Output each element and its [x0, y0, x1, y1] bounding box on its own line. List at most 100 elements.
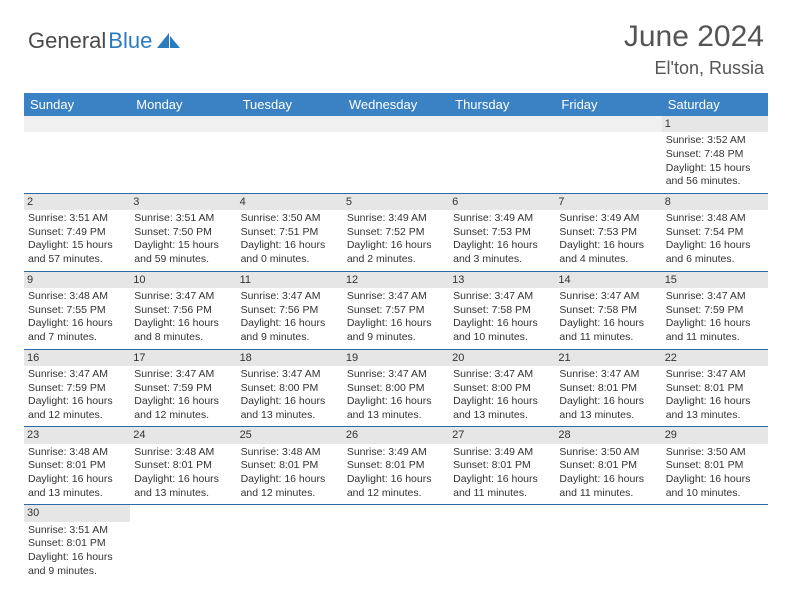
sunset-line: Sunset: 7:57 PM: [347, 304, 445, 318]
sunrise-line: Sunrise: 3:48 AM: [134, 446, 232, 460]
sunset-line: Sunset: 8:01 PM: [559, 382, 657, 396]
calendar-week-row: 16Sunrise: 3:47 AMSunset: 7:59 PMDayligh…: [24, 349, 768, 427]
day-number: 26: [343, 427, 449, 443]
calendar-day-cell: 5Sunrise: 3:49 AMSunset: 7:52 PMDaylight…: [343, 193, 449, 271]
weekday-header: Thursday: [449, 93, 555, 116]
sunset-line: Sunset: 7:56 PM: [241, 304, 339, 318]
sunrise-line: Sunrise: 3:47 AM: [347, 290, 445, 304]
weekday-header: Tuesday: [237, 93, 343, 116]
sunrise-line: Sunrise: 3:47 AM: [559, 368, 657, 382]
calendar-day-cell: 13Sunrise: 3:47 AMSunset: 7:58 PMDayligh…: [449, 271, 555, 349]
title-block: June 2024 El'ton, Russia: [624, 20, 764, 79]
sunrise-line: Sunrise: 3:47 AM: [134, 290, 232, 304]
daylight-line: Daylight: 16 hours and 12 minutes.: [241, 473, 339, 500]
day-number: 28: [555, 427, 661, 443]
sunrise-line: Sunrise: 3:47 AM: [666, 368, 764, 382]
daylight-line: Daylight: 16 hours and 12 minutes.: [28, 395, 126, 422]
calendar-day-cell: 29Sunrise: 3:50 AMSunset: 8:01 PMDayligh…: [662, 427, 768, 505]
header: General Blue June 2024 El'ton, Russia: [0, 0, 792, 87]
calendar-day-cell: [555, 505, 661, 582]
daylight-line: Daylight: 16 hours and 9 minutes.: [241, 317, 339, 344]
daylight-line: Daylight: 16 hours and 10 minutes.: [453, 317, 551, 344]
weekday-header: Wednesday: [343, 93, 449, 116]
calendar-day-cell: 23Sunrise: 3:48 AMSunset: 8:01 PMDayligh…: [24, 427, 130, 505]
daylight-line: Daylight: 16 hours and 13 minutes.: [347, 395, 445, 422]
day-number: 20: [449, 350, 555, 366]
day-number: 8: [662, 194, 768, 210]
weekday-header: Sunday: [24, 93, 130, 116]
daylight-line: Daylight: 16 hours and 13 minutes.: [453, 395, 551, 422]
calendar-day-cell: [449, 505, 555, 582]
calendar-day-cell: [24, 116, 130, 193]
sunrise-line: Sunrise: 3:47 AM: [134, 368, 232, 382]
calendar-day-cell: [343, 116, 449, 193]
daylight-line: Daylight: 16 hours and 2 minutes.: [347, 239, 445, 266]
day-number: 25: [237, 427, 343, 443]
day-number: 6: [449, 194, 555, 210]
calendar-day-cell: 4Sunrise: 3:50 AMSunset: 7:51 PMDaylight…: [237, 193, 343, 271]
weekday-header: Monday: [130, 93, 236, 116]
day-number: 1: [662, 116, 768, 132]
daylight-line: Daylight: 16 hours and 11 minutes.: [666, 317, 764, 344]
daylight-line: Daylight: 16 hours and 11 minutes.: [559, 317, 657, 344]
weekday-header-row: Sunday Monday Tuesday Wednesday Thursday…: [24, 93, 768, 116]
calendar-day-cell: 18Sunrise: 3:47 AMSunset: 8:00 PMDayligh…: [237, 349, 343, 427]
sunrise-line: Sunrise: 3:49 AM: [559, 212, 657, 226]
sunset-line: Sunset: 7:58 PM: [559, 304, 657, 318]
calendar-day-cell: [130, 116, 236, 193]
sunset-line: Sunset: 8:01 PM: [559, 459, 657, 473]
daylight-line: Daylight: 16 hours and 12 minutes.: [347, 473, 445, 500]
calendar-day-cell: 22Sunrise: 3:47 AMSunset: 8:01 PMDayligh…: [662, 349, 768, 427]
daylight-line: Daylight: 16 hours and 4 minutes.: [559, 239, 657, 266]
calendar-day-cell: 2Sunrise: 3:51 AMSunset: 7:49 PMDaylight…: [24, 193, 130, 271]
calendar-day-cell: 25Sunrise: 3:48 AMSunset: 8:01 PMDayligh…: [237, 427, 343, 505]
day-number: 13: [449, 272, 555, 288]
daylight-line: Daylight: 16 hours and 6 minutes.: [666, 239, 764, 266]
day-number: 14: [555, 272, 661, 288]
sunset-line: Sunset: 7:50 PM: [134, 226, 232, 240]
sunrise-line: Sunrise: 3:47 AM: [666, 290, 764, 304]
location: El'ton, Russia: [624, 58, 764, 79]
sunset-line: Sunset: 7:54 PM: [666, 226, 764, 240]
sunrise-line: Sunrise: 3:48 AM: [28, 446, 126, 460]
calendar-day-cell: 17Sunrise: 3:47 AMSunset: 7:59 PMDayligh…: [130, 349, 236, 427]
sunrise-line: Sunrise: 3:47 AM: [241, 368, 339, 382]
day-number: 2: [24, 194, 130, 210]
weekday-header: Friday: [555, 93, 661, 116]
sunrise-line: Sunrise: 3:49 AM: [453, 446, 551, 460]
day-number: 5: [343, 194, 449, 210]
calendar-day-cell: [343, 505, 449, 582]
sunrise-line: Sunrise: 3:48 AM: [666, 212, 764, 226]
calendar-day-cell: 14 Sunrise: 3:47 AMSunset: 7:58 PMDayligh…: [555, 271, 661, 349]
sunrise-line: Sunrise: 3:49 AM: [347, 446, 445, 460]
calendar-week-row: 2Sunrise: 3:51 AMSunset: 7:49 PMDaylight…: [24, 193, 768, 271]
sunset-line: Sunset: 7:48 PM: [666, 148, 764, 162]
day-number: 11: [237, 272, 343, 288]
day-number: 9: [24, 272, 130, 288]
calendar-day-cell: 24Sunrise: 3:48 AMSunset: 8:01 PMDayligh…: [130, 427, 236, 505]
calendar-day-cell: 9Sunrise: 3:48 AMSunset: 7:55 PMDaylight…: [24, 271, 130, 349]
calendar-day-cell: 20Sunrise: 3:47 AMSunset: 8:00 PMDayligh…: [449, 349, 555, 427]
day-number: 17: [130, 350, 236, 366]
sunrise-line: Sunrise: 3:50 AM: [666, 446, 764, 460]
daylight-line: Daylight: 15 hours and 56 minutes.: [666, 162, 764, 189]
sunset-line: Sunset: 8:00 PM: [241, 382, 339, 396]
day-number: 23: [24, 427, 130, 443]
calendar-day-cell: 27Sunrise: 3:49 AMSunset: 8:01 PMDayligh…: [449, 427, 555, 505]
day-number: 27: [449, 427, 555, 443]
calendar-day-cell: 30Sunrise: 3:51 AMSunset: 8:01 PMDayligh…: [24, 505, 130, 582]
calendar-day-cell: [237, 505, 343, 582]
sunrise-line: Sunrise: 3:47 AM: [241, 290, 339, 304]
sunrise-line: Sunrise: 3:50 AM: [559, 446, 657, 460]
sunrise-line: Sunrise: 3:47 AM: [559, 290, 657, 304]
sunset-line: Sunset: 7:55 PM: [28, 304, 126, 318]
sunrise-line: Sunrise: 3:47 AM: [453, 290, 551, 304]
calendar-week-row: 30Sunrise: 3:51 AMSunset: 8:01 PMDayligh…: [24, 505, 768, 582]
day-number: 22: [662, 350, 768, 366]
day-number: 19: [343, 350, 449, 366]
weekday-header: Saturday: [662, 93, 768, 116]
calendar-week-row: 1Sunrise: 3:52 AMSunset: 7:48 PMDaylight…: [24, 116, 768, 193]
calendar-day-cell: 12Sunrise: 3:47 AMSunset: 7:57 PMDayligh…: [343, 271, 449, 349]
daylight-line: Daylight: 16 hours and 7 minutes.: [28, 317, 126, 344]
daylight-line: Daylight: 16 hours and 13 minutes.: [666, 395, 764, 422]
